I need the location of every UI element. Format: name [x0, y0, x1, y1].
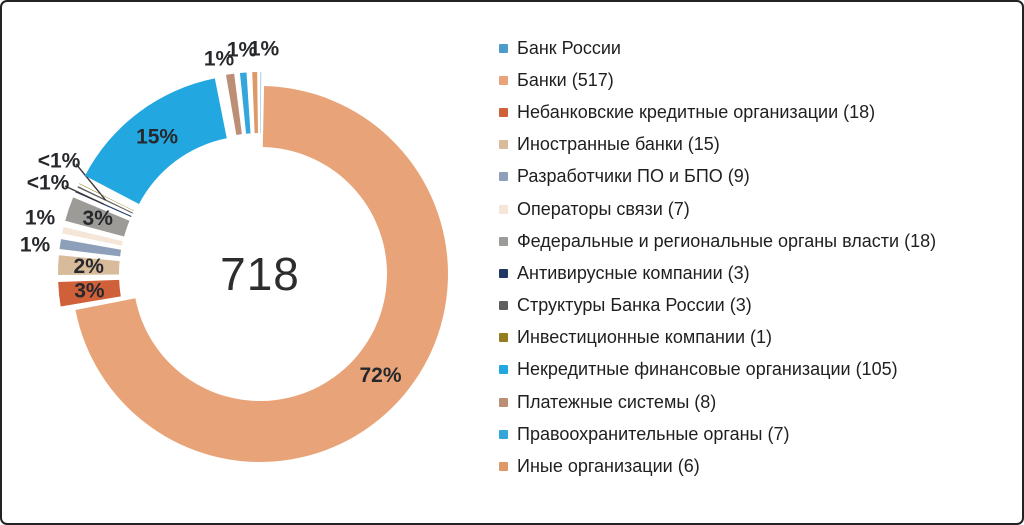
- legend-item-label: Иные организации (6): [517, 456, 700, 477]
- legend-color-chip: [499, 462, 508, 472]
- legend-item-label: Инвестиционные компании (1): [517, 327, 773, 348]
- legend-item-label: Правоохранительные органы (7): [517, 423, 790, 444]
- slice-percent-label: 1%: [249, 38, 280, 61]
- legend-item-label: Банк России: [517, 37, 621, 58]
- legend-item: Разработчики ПО и БПО (9): [499, 161, 1019, 193]
- donut-slice-13: [239, 72, 251, 134]
- legend-item: Небанковские кредитные организации (18): [499, 96, 1019, 128]
- legend-color-chip: [499, 365, 508, 375]
- legend-color-chip: [499, 204, 508, 214]
- slice-percent-label: 1%: [227, 39, 258, 62]
- slice-percent-label: 1%: [20, 234, 51, 257]
- donut-slice-5: [59, 239, 122, 257]
- legend-color-chip: [499, 429, 508, 439]
- legend-item-label: Иностранные банки (15): [517, 134, 720, 155]
- donut-slice-12: [225, 73, 242, 135]
- slice-percent-label: 72%: [359, 364, 401, 387]
- legend-item-label: Структуры Банка России (3): [517, 295, 752, 316]
- slice-percent-label: 1%: [204, 48, 235, 71]
- legend-color-chip: [499, 172, 508, 182]
- legend-item-label: Небанковские кредитные организации (18): [517, 101, 876, 122]
- legend-item: Структуры Банка России (3): [499, 290, 1019, 322]
- donut-slice-7: [65, 197, 130, 237]
- slice-percent-label: 2%: [74, 255, 105, 278]
- legend-color-chip: [499, 107, 508, 117]
- legend-item: Банк России: [499, 32, 1019, 64]
- legend-color-chip: [499, 43, 508, 53]
- donut-slice-6: [62, 226, 123, 246]
- legend-item: Некредитные финансовые организации (105): [499, 354, 1019, 386]
- donut-slice-10: [79, 183, 134, 212]
- donut-slice-11: [84, 78, 227, 205]
- legend-color-chip: [499, 333, 508, 343]
- donut-chart: 72%3%2%1%1% 3%<1%<1%15%1%1%1%: [20, 38, 448, 462]
- slice-percent-label: 3%: [83, 207, 114, 230]
- donut-center-total: 718: [220, 248, 300, 300]
- legend-color-chip: [499, 268, 508, 278]
- legend-color-chip: [499, 236, 508, 246]
- slice-percent-label: 1%: [25, 207, 56, 230]
- legend-item-label: Федеральные и региональные органы власти…: [517, 230, 937, 251]
- donut-slice-4: [58, 255, 120, 276]
- legend-item: Правоохранительные органы (7): [499, 418, 1019, 450]
- donut-slice-1: [260, 71, 262, 133]
- legend-item: Федеральные и региональные органы власти…: [499, 225, 1019, 257]
- donut-slice-3: [58, 279, 121, 307]
- legend-item-label: Разработчики ПО и БПО (9): [517, 166, 750, 187]
- slice-percent-label: 15%: [136, 125, 178, 148]
- legend-item-label: Платежные системы (8): [517, 391, 717, 412]
- legend-item: Иные организации (6): [499, 450, 1019, 482]
- legend-color-chip: [499, 140, 508, 150]
- slice-percent-label: <1%: [27, 172, 70, 195]
- donut-slice-14: [252, 72, 258, 134]
- legend-color-chip: [499, 301, 508, 311]
- slice-percent-label: 3%: [74, 280, 105, 303]
- donut-chart-area: 72% 3% 2% 1% 1% 3% <1% <1% 15% 1% 1% 1% 718: [2, 2, 492, 523]
- legend-item: Банки (517): [499, 64, 1019, 96]
- legend-item: Иностранные банки (15): [499, 129, 1019, 161]
- legend-item: Операторы связи (7): [499, 193, 1019, 225]
- donut-slice-2: [75, 86, 448, 462]
- legend-color-chip: [499, 75, 508, 85]
- legend-item: Антивирусные компании (3): [499, 257, 1019, 289]
- legend-color-chip: [499, 397, 508, 407]
- legend: Банк России Банки (517) Небанковские креди…: [499, 32, 1019, 483]
- legend-item-label: Банки (517): [517, 69, 614, 90]
- leader-line: [64, 185, 105, 205]
- legend-item-label: Операторы связи (7): [517, 198, 690, 219]
- slice-percent-label: <1%: [38, 150, 81, 173]
- legend-item: Платежные системы (8): [499, 386, 1019, 418]
- legend-item: Инвестиционные компании (1): [499, 322, 1019, 354]
- legend-item-label: Антивирусные компании (3): [517, 262, 750, 283]
- legend-item-label: Некредитные финансовые организации (105): [517, 359, 898, 380]
